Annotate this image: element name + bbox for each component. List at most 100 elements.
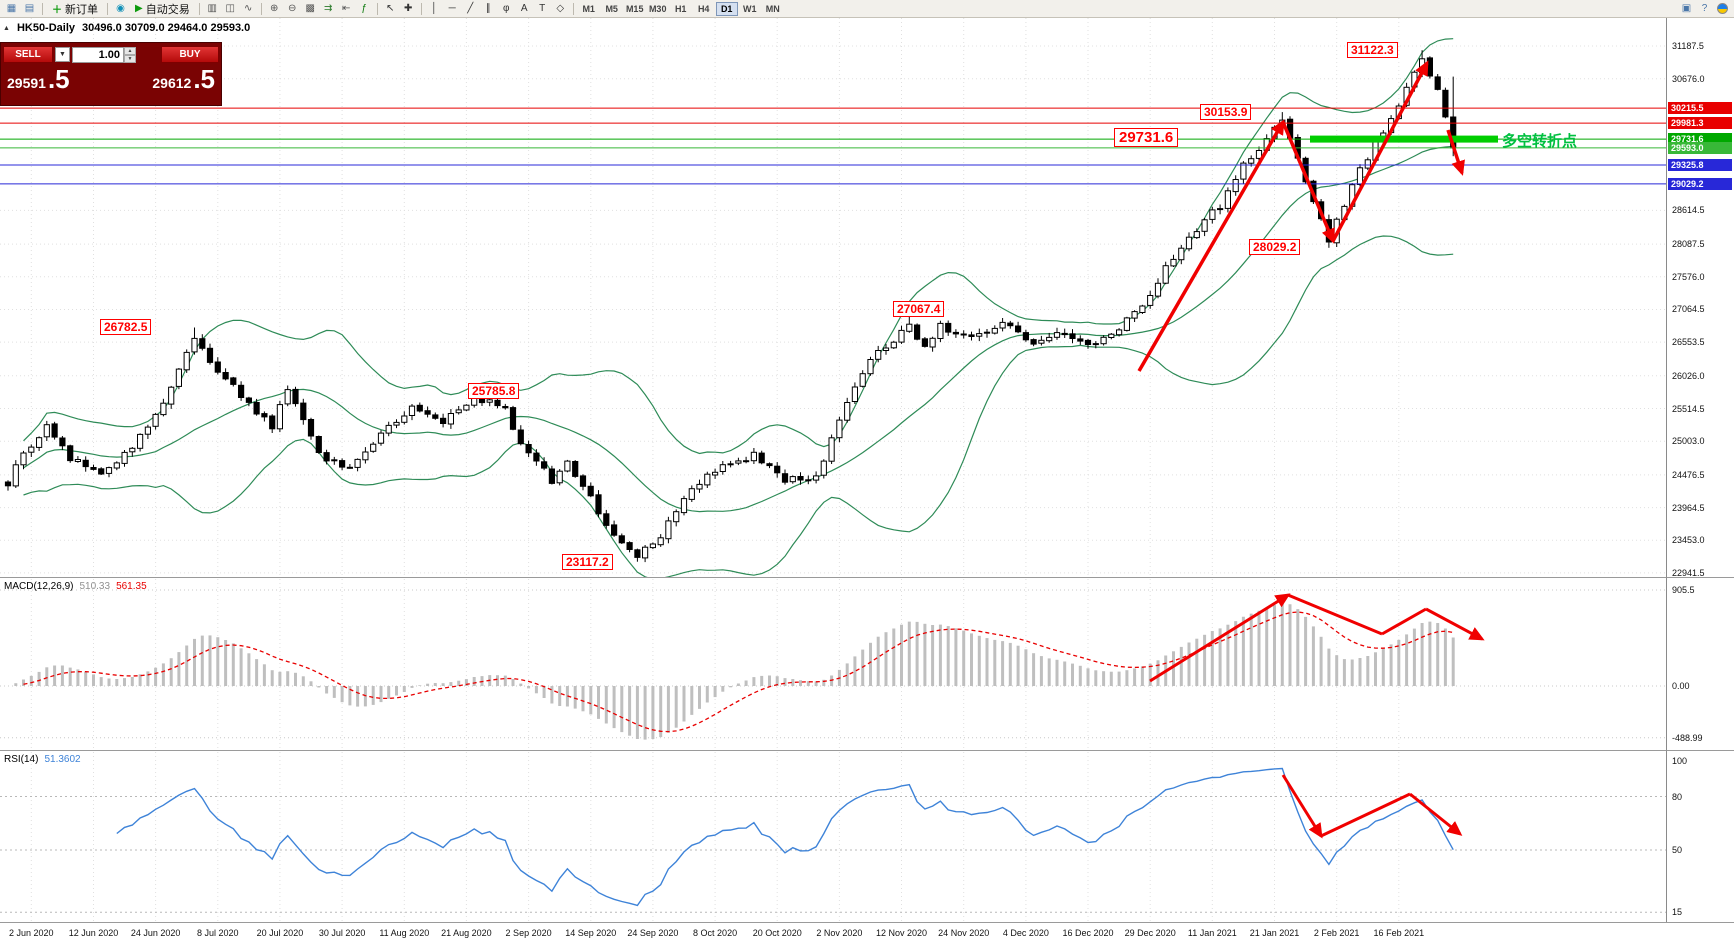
price-callout: 23117.2 [562,554,613,570]
new-order-button[interactable]: ＋新订单 [47,1,103,17]
sell-button[interactable]: SELL [3,46,53,63]
text-icon[interactable]: A [516,1,533,16]
indicators-icon[interactable]: ƒ [356,1,373,16]
vertical-line-icon[interactable]: │ [426,1,443,16]
label-icon[interactable]: T [534,1,551,16]
new-chart-icon-glyph: ▦ [6,3,17,14]
price-callout: 30153.9 [1200,104,1252,120]
timeframe-button-m15[interactable]: M15 [625,3,644,14]
timeframe-button-m5[interactable]: M5 [605,3,618,14]
date-label: 2 Nov 2020 [816,928,863,938]
rsi-chart[interactable] [0,752,1666,922]
timeframe-button-m1[interactable]: M1 [582,3,595,14]
price-tick-label: 27576.0 [1672,271,1705,282]
date-label: 21 Aug 2020 [441,928,492,938]
connection-status-icon [1717,3,1728,14]
toolbar: ▦ ▤ ＋新订单 ◉ ▶ 自动交易 ▥ ◫ ∿ ⊕ ⊖ ▩ ⇉ ⇤ ƒ ↖ ✚ │ ─ ╱ ∥ φ A T ◇ M1 M5 M15 M3… [0,0,1734,18]
one-click-toggle-icon[interactable]: ▲ [3,24,10,32]
price-callout: 29731.6 [1114,128,1179,147]
macd-indicator-pane[interactable]: MACD(12,26,9) 510.33 561.35 [0,577,1666,750]
new-order-glyph: ＋ [52,5,62,16]
price-line-label: 29981.3 [1668,117,1732,130]
help-icon[interactable]: ? [1696,1,1713,16]
volume-input[interactable] [72,46,124,63]
price-line-label: 30215.5 [1668,102,1732,115]
toolbar-separator [42,2,43,15]
sell-price-main: 29591 [7,75,46,91]
new-chart-icon[interactable]: ▦ [3,1,20,16]
order-type-dropdown[interactable]: ▼ [55,47,70,62]
date-label: 12 Jun 2020 [68,928,119,938]
date-label: 20 Jul 2020 [256,928,304,938]
rsi-indicator-pane[interactable]: RSI(14) 51.3602 [0,750,1666,922]
macd-value-main: 510.33 [79,581,111,592]
timeframe-button-h1[interactable]: H1 [674,3,687,14]
zoom-out-icon[interactable]: ⊖ [284,1,301,16]
price-tick-label: 31187.5 [1672,41,1704,52]
profiles-icon[interactable]: ▤ [21,1,38,16]
line-chart-icon[interactable]: ∿ [240,1,257,16]
auto-trading-button[interactable]: ▶ 自动交易 [130,1,195,16]
label-icon-glyph: T [539,3,546,14]
community-icon[interactable]: ◉ [112,1,129,16]
crosshair-icon-glyph: ✚ [404,3,413,14]
date-label: 20 Oct 2020 [752,928,802,938]
macd-axis: 905.5 0.00 -488.99 [1666,577,1734,750]
stepper-up-icon[interactable]: ▲ [124,46,136,55]
timeframe-button-m30[interactable]: M30 [648,3,667,14]
date-label: 8 Oct 2020 [693,928,738,938]
shapes-icon[interactable]: ◇ [552,1,569,16]
chart-shift-icon[interactable]: ⇤ [338,1,355,16]
stepper-down-icon[interactable]: ▼ [124,54,136,63]
timeframe-button-w1[interactable]: W1 [742,3,757,14]
price-line-label: 29593.0 [1668,141,1732,154]
sell-price: 29591.5 [7,64,70,94]
trade-panel-prices: 29591.5 29612 .5 [3,64,219,94]
toolbar-separator [420,2,422,15]
main-chart-pane[interactable]: ▲ HK50-Daily 30496.0 30709.0 29464.0 295… [0,18,1666,577]
toolbar-separator [107,2,108,15]
timeframe-button-mn[interactable]: MN [765,3,780,14]
buy-price-main: 29612 [152,75,192,91]
channel-icon[interactable]: ∥ [480,1,497,16]
horizontal-line-icon[interactable]: ─ [444,1,461,16]
symbol-title: HK50-Daily [16,22,76,34]
chart-shift-icon-glyph: ⇤ [342,3,351,14]
candlestick-chart[interactable] [0,18,1666,577]
date-label: 29 Dec 2020 [1124,928,1176,938]
tile-windows-icon-glyph: ▩ [305,3,315,14]
rsi-name: RSI(14) [4,754,39,765]
price-callout: 27067.4 [893,301,945,317]
sell-price-pips: .5 [47,64,70,94]
auto-trading-button-label: 自动交易 [145,3,190,16]
tile-windows-icon[interactable]: ▩ [302,1,319,16]
vertical-line-icon-glyph: │ [431,3,438,14]
candlestick-chart-icon[interactable]: ◫ [222,1,239,16]
macd-chart[interactable] [0,579,1666,750]
timeframe-button-h4[interactable]: H4 [697,3,710,14]
macd-header: MACD(12,26,9) 510.33 561.35 [4,581,147,592]
fibonacci-icon[interactable]: φ [498,1,515,16]
price-tick-label: 28087.5 [1672,239,1705,250]
crosshair-icon[interactable]: ✚ [400,1,417,16]
cursor-icon[interactable]: ↖ [382,1,399,16]
volume-stepper[interactable]: ▲ ▼ [124,46,136,63]
zoom-in-icon-glyph: ⊕ [270,3,279,14]
rsi-tick-label: 15 [1672,907,1683,918]
zoom-in-icon[interactable]: ⊕ [266,1,283,16]
candlestick-chart-icon-glyph: ◫ [225,3,235,14]
chart-list-icon[interactable]: ▣ [1678,1,1695,16]
trendline-icon[interactable]: ╱ [462,1,479,16]
bar-chart-icon[interactable]: ▥ [204,1,221,16]
date-label: 21 Jan 2021 [1249,928,1300,938]
toolbar-separator [572,2,574,15]
trendline-icon-glyph: ╱ [467,3,474,14]
cursor-icon-glyph: ↖ [386,3,395,14]
macd-tick-label: -488.99 [1672,732,1703,743]
price-line-label: 29029.2 [1668,177,1732,190]
text-icon-glyph: A [520,3,528,14]
timeframe-button-d1[interactable]: D1 [715,1,738,16]
auto-scroll-icon[interactable]: ⇉ [320,1,337,16]
date-label: 30 Jul 2020 [318,928,366,938]
buy-button[interactable]: BUY [161,46,219,63]
